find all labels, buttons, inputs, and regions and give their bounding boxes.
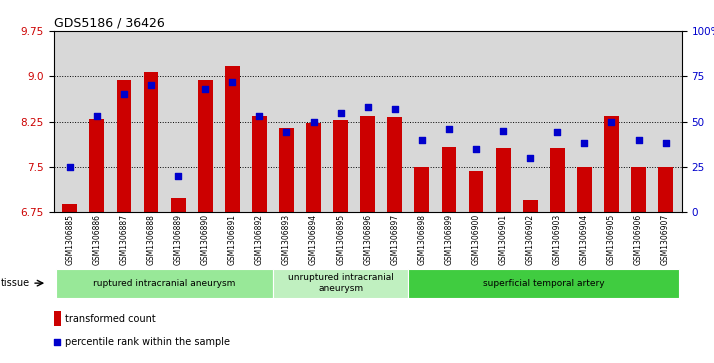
Bar: [54, 311, 61, 326]
Point: [552, 130, 563, 135]
Bar: [550, 148, 565, 212]
Bar: [496, 148, 511, 212]
Bar: [225, 66, 240, 212]
Bar: [577, 167, 592, 212]
FancyBboxPatch shape: [56, 269, 273, 298]
Bar: [252, 115, 267, 212]
Point: [281, 130, 292, 135]
Bar: [198, 81, 213, 212]
Point: [389, 106, 401, 112]
Text: unruptured intracranial
aneurysm: unruptured intracranial aneurysm: [288, 273, 393, 293]
Point: [605, 119, 617, 125]
Point: [498, 128, 509, 134]
Point: [525, 155, 536, 161]
FancyBboxPatch shape: [408, 269, 679, 298]
Bar: [468, 171, 483, 212]
Point: [308, 119, 319, 125]
Bar: [388, 117, 402, 212]
Point: [633, 137, 644, 143]
Bar: [523, 200, 538, 212]
Point: [253, 113, 265, 119]
FancyBboxPatch shape: [273, 269, 408, 298]
Bar: [116, 81, 131, 212]
Bar: [414, 167, 429, 212]
Bar: [361, 115, 375, 212]
Bar: [89, 119, 104, 212]
Point: [199, 86, 211, 92]
Point: [471, 146, 482, 152]
Bar: [144, 72, 159, 212]
Point: [362, 104, 373, 110]
Text: superficial temporal artery: superficial temporal artery: [483, 279, 605, 287]
Text: GDS5186 / 36426: GDS5186 / 36426: [54, 17, 164, 30]
Bar: [658, 167, 673, 212]
Bar: [62, 204, 77, 212]
Bar: [441, 147, 456, 212]
Bar: [333, 120, 348, 212]
Point: [146, 82, 157, 88]
Point: [335, 110, 346, 115]
Point: [51, 339, 63, 345]
Bar: [171, 199, 186, 212]
Point: [226, 79, 238, 85]
Point: [119, 91, 130, 97]
Text: percentile rank within the sample: percentile rank within the sample: [64, 337, 229, 347]
Point: [64, 164, 76, 170]
Bar: [604, 115, 619, 212]
Point: [172, 173, 183, 179]
Point: [578, 140, 590, 146]
Point: [416, 137, 428, 143]
Bar: [306, 123, 321, 212]
Text: transformed count: transformed count: [64, 314, 156, 324]
Bar: [279, 128, 294, 212]
Text: ruptured intracranial aneurysm: ruptured intracranial aneurysm: [94, 279, 236, 287]
Point: [91, 113, 103, 119]
Point: [443, 126, 455, 132]
Bar: [631, 167, 646, 212]
Point: [660, 140, 671, 146]
Text: tissue: tissue: [0, 278, 29, 288]
